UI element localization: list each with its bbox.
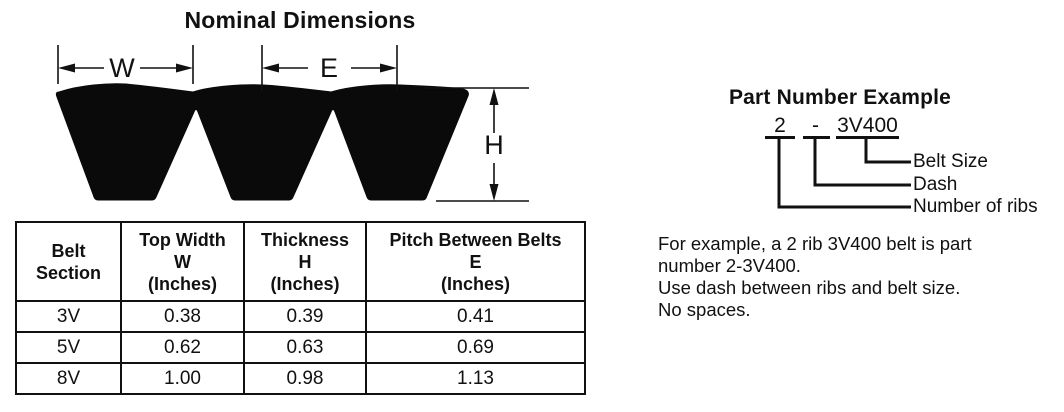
w-arrowhead-right [176,63,193,73]
header-line: (Inches) [147,273,217,294]
header-top-width: Top Width W (Inches) [120,221,245,302]
note-line: number 2-3V400. [658,255,801,276]
table-cell: 5V [15,331,122,364]
header-line: Pitch Between Belts [389,229,562,250]
header-line: (Inches) [440,273,510,294]
table-row: 5V 0.62 0.63 0.69 [15,331,586,364]
table-cell: 0.98 [243,362,367,395]
part-number-notes: For example, a 2 rib 3V400 belt is part … [658,233,972,321]
header-line: Belt [51,240,86,261]
header-line: (Inches) [270,273,340,294]
table-cell: 0.39 [243,300,367,333]
callout-dash-label: Dash [913,174,958,195]
header-line: H [298,251,312,272]
w-dimension [57,45,194,84]
table-cell: 0.38 [120,300,245,333]
part-number-dash-token: - [812,114,819,137]
h-dimension [424,87,529,202]
callout-line-ribs [777,138,911,209]
e-dimension [261,45,398,91]
dim-h-label: H [484,130,504,160]
part-number-size-token: 3V400 [837,114,898,137]
note-line: For example, a 2 rib 3V400 belt is part [658,233,972,254]
note-line: No spaces. [658,299,751,320]
e-arrowhead-left [262,63,279,73]
ribs-underline [765,136,795,139]
h-arrowhead-top [489,88,499,105]
header-line: E [469,251,482,272]
size-underline [836,136,899,139]
header-line: Thickness [260,229,350,250]
callout-ribs-label: Number of ribs [913,196,1038,217]
dim-w-label: W [109,53,135,83]
header-pitch: Pitch Between Belts E (Inches) [365,221,586,302]
table-cell: 0.63 [243,331,367,364]
table-cell: 1.00 [120,362,245,395]
table-cell: 0.41 [365,300,586,333]
callout-line-dash [813,138,911,187]
header-belt-section: Belt Section [15,221,122,302]
callout-line-belt-size [864,138,911,164]
w-arrowhead-left [58,63,75,73]
belt-dimensions-table: Belt Section Top Width W (Inches) Thickn… [15,221,586,395]
table-row: 8V 1.00 0.98 1.13 [15,362,586,395]
header-line: W [174,251,191,272]
e-arrowhead-right [380,63,397,73]
part-number-example-title: Part Number Example [728,86,952,109]
belt-profile-shape [55,83,469,201]
table-row: 3V 0.38 0.39 0.41 [15,300,586,333]
table-cell: 3V [15,300,122,333]
belt-cross-section-diagram: W E H [55,45,529,202]
table-cell: 0.69 [365,331,586,364]
part-number-callout-lines [777,138,911,209]
table-cell: 0.62 [120,331,245,364]
header-thickness: Thickness H (Inches) [243,221,367,302]
dash-underline [803,136,830,139]
callout-belt-size-label: Belt Size [913,151,988,172]
table-cell: 1.13 [365,362,586,395]
dim-e-label: E [320,53,338,83]
header-line: Section [35,262,101,283]
header-line: Top Width [139,229,226,250]
note-line: Use dash between ribs and belt size. [658,277,961,298]
h-arrowhead-bottom [489,184,499,201]
nominal-dimensions-title: Nominal Dimensions [184,7,416,33]
part-number-ribs-token: 2 [774,114,786,137]
table-header-row: Belt Section Top Width W (Inches) Thickn… [15,221,586,302]
table-cell: 8V [15,362,122,395]
